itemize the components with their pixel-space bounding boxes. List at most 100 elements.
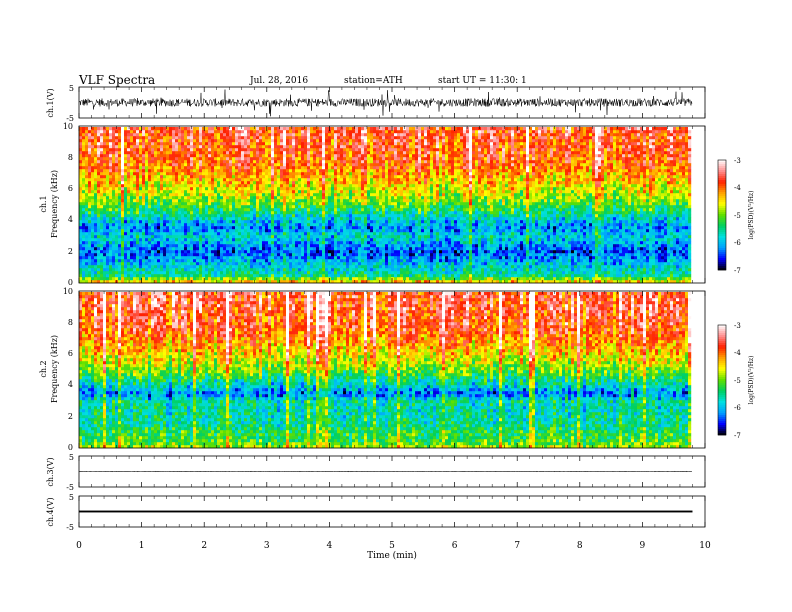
spectrogram-cell <box>208 184 212 188</box>
spectrogram-cell <box>286 214 290 218</box>
spectrogram-cell <box>79 265 83 269</box>
spectrogram-cell <box>352 184 356 188</box>
spectrogram-cell <box>172 187 176 191</box>
spectrogram-cell <box>223 280 227 284</box>
spectrogram-cell <box>157 247 161 251</box>
spectrogram-cell <box>301 217 305 221</box>
spectrogram-cell <box>163 214 167 218</box>
spectrogram-cell <box>202 226 206 230</box>
spectrogram-cell <box>133 238 137 242</box>
spectrogram-cell <box>340 160 344 164</box>
spectrogram-cell <box>286 175 290 179</box>
spectrogram-cell <box>103 130 107 134</box>
spectrogram-cell <box>163 229 167 233</box>
spectrogram-cell <box>346 172 350 176</box>
spectrogram-cell <box>163 163 167 167</box>
spectrogram-cell <box>160 274 164 278</box>
spectrogram-cell <box>232 184 236 188</box>
spectrogram-cell <box>280 136 284 140</box>
spectrogram-cell <box>139 151 143 155</box>
spectrogram-cell <box>211 217 215 221</box>
spectrogram-cell <box>355 154 359 158</box>
spectrogram-cell <box>124 271 128 275</box>
spectrogram-cell <box>103 274 107 278</box>
spectrogram-cell <box>196 196 200 200</box>
spectrogram-cell <box>160 160 164 164</box>
spectrogram-cell <box>115 169 119 173</box>
spectrogram-cell <box>115 247 119 251</box>
spectrogram-cell <box>211 190 215 194</box>
spectrogram-cell <box>355 148 359 152</box>
spectrogram-cell <box>199 208 203 212</box>
spectrogram-cell <box>187 145 191 149</box>
spectrogram-cell <box>157 187 161 191</box>
spectrogram-cell <box>343 223 347 227</box>
spectrogram-cell <box>85 145 89 149</box>
spectrogram-cell <box>262 172 266 176</box>
spectrogram-cell <box>232 244 236 248</box>
spectrogram-cell <box>208 193 212 197</box>
spectrogram-cell <box>190 202 194 206</box>
spectrogram-cell <box>106 220 110 224</box>
spectrogram-cell <box>355 241 359 245</box>
spectrogram-cell <box>283 226 287 230</box>
spectrogram-cell <box>295 130 299 134</box>
spectrogram-cell <box>154 268 158 272</box>
spectrogram-cell <box>346 142 350 146</box>
spectrogram-cell <box>175 223 179 227</box>
spectrogram-cell <box>205 223 209 227</box>
spectrogram-cell <box>178 211 182 215</box>
spectrogram-cell <box>88 253 92 257</box>
spectrogram-cell <box>169 223 173 227</box>
spectrogram-cell <box>142 271 146 275</box>
spectrogram-cell <box>154 205 158 209</box>
spectrogram-cell <box>166 238 170 242</box>
spectrogram-cell <box>322 196 326 200</box>
spectrogram-cell <box>304 160 308 164</box>
spectrogram-cell <box>337 229 341 233</box>
spectrogram-cell <box>208 271 212 275</box>
spectrogram-cell <box>202 208 206 212</box>
spectrogram-cell <box>79 211 83 215</box>
spectrogram-cell <box>91 271 95 275</box>
spectrogram-cell <box>151 166 155 170</box>
spectrogram-cell <box>223 271 227 275</box>
spectrogram-cell <box>268 151 272 155</box>
spectrogram-cell <box>127 220 131 224</box>
spectrogram-cell <box>130 133 134 137</box>
spectrogram-cell <box>178 181 182 185</box>
spectrogram-cell <box>112 271 116 275</box>
spectrogram-cell <box>289 265 293 269</box>
spectrogram-cell <box>190 226 194 230</box>
spectrogram-cell <box>232 205 236 209</box>
spectrogram-cell <box>136 259 140 263</box>
spectrogram-cell <box>121 154 125 158</box>
spectrogram-cell <box>358 193 362 197</box>
spectrogram-cell <box>274 265 278 269</box>
spectrogram-cell <box>316 160 320 164</box>
spectrogram-cell <box>250 151 254 155</box>
spectrogram-cell <box>298 205 302 209</box>
spectrogram-cell <box>160 163 164 167</box>
spectrogram-cell <box>163 274 167 278</box>
spectrogram-cell <box>280 226 284 230</box>
spectrogram-cell <box>133 259 137 263</box>
spectrogram-cell <box>259 172 263 176</box>
spectrogram-cell <box>244 142 248 146</box>
spectrogram-cell <box>349 160 353 164</box>
spectrogram-cell <box>103 262 107 266</box>
spectrogram-cell <box>205 238 209 242</box>
spectrogram-cell <box>133 145 137 149</box>
spectrogram-cell <box>199 142 203 146</box>
spectrogram-cell <box>118 163 122 167</box>
spectrogram-cell <box>142 139 146 143</box>
spectrogram-cell <box>106 211 110 215</box>
spectrogram-cell <box>103 250 107 254</box>
spectrogram-cell <box>112 238 116 242</box>
spectrogram-cell <box>289 268 293 272</box>
spectrogram-cell <box>283 130 287 134</box>
spectrogram-cell <box>301 226 305 230</box>
spectrogram-cell <box>88 268 92 272</box>
spectrogram-cell <box>259 133 263 137</box>
spectrogram-cell <box>139 181 143 185</box>
